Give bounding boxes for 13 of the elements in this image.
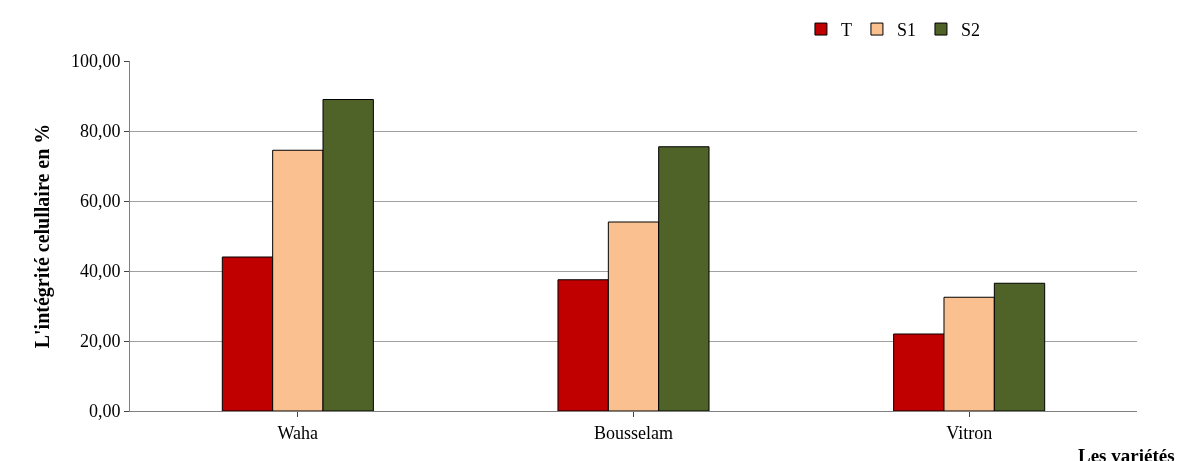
y-axis-title: L'intégrité celullaire en %	[31, 123, 55, 349]
y-tick-label: 100,00	[70, 51, 121, 72]
x-tick-label: Waha	[277, 422, 319, 443]
legend-label: S2	[960, 20, 980, 41]
y-tick-label: 0,00	[88, 401, 121, 422]
x-tick-label: Vitron	[946, 422, 993, 443]
legend-label: T	[840, 20, 852, 41]
y-tick-label: 80,00	[79, 121, 121, 142]
y-tick-label: 60,00	[79, 191, 121, 212]
x-tick-label: Bousselam	[594, 422, 673, 443]
legend-label: S1	[896, 20, 916, 41]
y-tick-label: 20,00	[79, 331, 121, 352]
y-tick-label: 40,00	[79, 261, 121, 282]
